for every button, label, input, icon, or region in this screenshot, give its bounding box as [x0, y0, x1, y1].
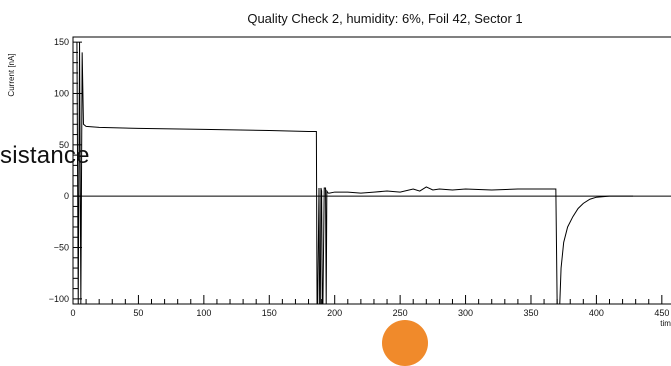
- x-tick-label: 250: [393, 308, 408, 318]
- plot-area: 0 50 100 150 200 250 300 350 400 450 −100 −50 0 50 100…: [49, 36, 671, 318]
- x-axis-label: time [s]: [660, 319, 671, 328]
- y-tick-label: 50: [59, 140, 69, 150]
- plot-frame: [72, 36, 671, 305]
- chart-svg: Quality Check 2, humidity: 6%, Foil 42, …: [7, 11, 671, 328]
- y-tick-label: −50: [54, 243, 69, 253]
- y-tick-label: 0: [64, 191, 69, 201]
- x-tick-label: 450: [654, 308, 669, 318]
- x-tick-label: 0: [70, 308, 75, 318]
- y-tick-label: 150: [54, 37, 69, 47]
- x-tick-label: 100: [196, 308, 211, 318]
- overlay-partial-text: sistance: [0, 142, 90, 169]
- series-line-1: [76, 42, 634, 305]
- y-tick-label: 100: [54, 88, 69, 98]
- y-axis-label: Current [nA]: [7, 53, 16, 96]
- x-tick-label: 150: [262, 308, 277, 318]
- chart-canvas: Quality Check 2, humidity: 6%, Foil 42, …: [0, 11, 671, 366]
- orange-circle-icon: [382, 320, 428, 366]
- x-tick-label: 350: [523, 308, 538, 318]
- x-tick-label: 50: [133, 308, 143, 318]
- x-tick-label: 200: [327, 308, 342, 318]
- y-tick-label: −100: [49, 294, 69, 304]
- x-tick-label: 300: [458, 308, 473, 318]
- chart-title: Quality Check 2, humidity: 6%, Foil 42, …: [247, 11, 522, 26]
- x-tick-label: 400: [589, 308, 604, 318]
